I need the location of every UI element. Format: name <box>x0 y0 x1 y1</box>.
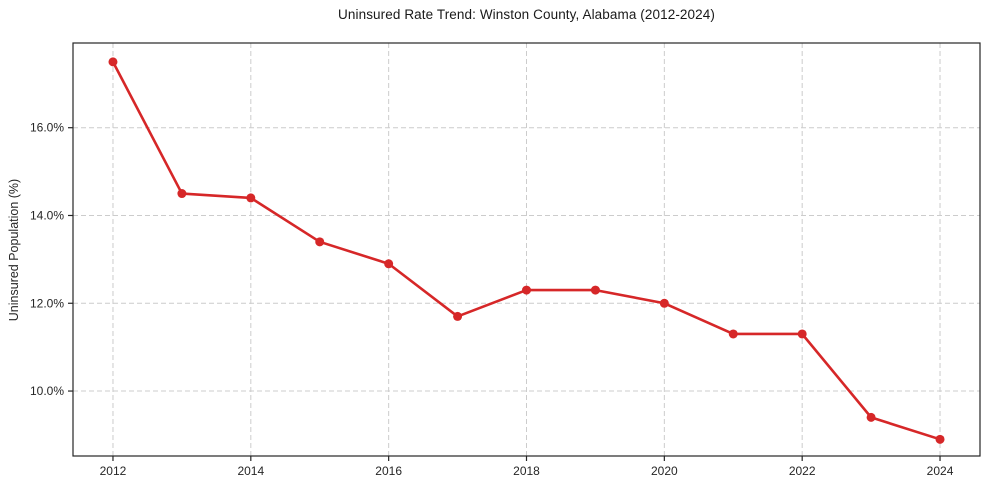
y-tick-label: 12.0% <box>30 296 64 310</box>
data-point <box>177 189 187 199</box>
data-point <box>453 311 463 321</box>
data-point <box>659 298 669 308</box>
plot-border <box>72 42 981 457</box>
x-tick-label: 2014 <box>237 464 264 478</box>
data-point <box>315 237 325 247</box>
y-tick-label: 16.0% <box>30 121 64 135</box>
x-tick-label: 2024 <box>927 464 954 478</box>
data-point <box>866 412 876 422</box>
y-tick-label: 10.0% <box>30 384 64 398</box>
data-point <box>728 329 738 339</box>
data-point <box>246 193 256 203</box>
x-tick-label: 2012 <box>100 464 127 478</box>
data-point <box>108 57 118 67</box>
x-tick-label: 2022 <box>789 464 816 478</box>
x-tick-label: 2018 <box>513 464 540 478</box>
chart-title: Uninsured Rate Trend: Winston County, Al… <box>338 7 715 22</box>
data-point <box>935 434 945 444</box>
data-point <box>384 259 394 269</box>
data-point <box>797 329 807 339</box>
x-tick-label: 2020 <box>651 464 678 478</box>
data-point <box>522 285 531 295</box>
x-tick-label: 2016 <box>375 464 402 478</box>
y-tick-label: 14.0% <box>30 208 64 222</box>
data-point <box>590 285 600 295</box>
